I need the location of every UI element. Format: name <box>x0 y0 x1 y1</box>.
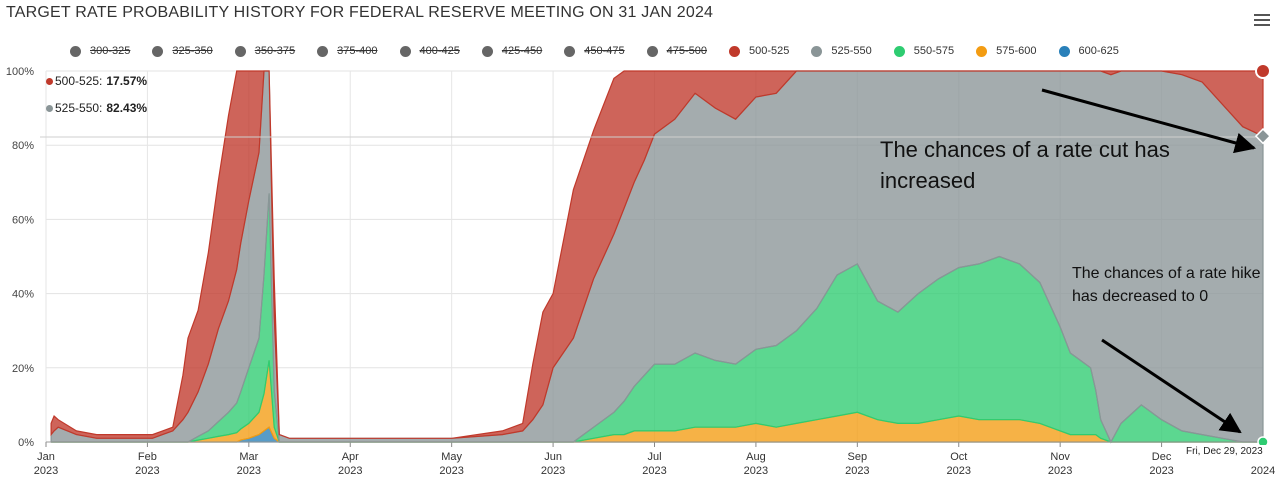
legend-dot-icon <box>646 45 658 57</box>
legend-item-600-625[interactable]: 600-625 <box>1058 45 1119 57</box>
x-tick-label: Apr <box>342 451 359 463</box>
x-tick-label: Nov <box>1050 451 1070 463</box>
x-tick-year-label: 2023 <box>744 465 768 477</box>
y-tick-label: 100% <box>6 66 34 78</box>
x-tick-year-label: 2023 <box>947 465 971 477</box>
legend-dot-icon <box>976 45 988 57</box>
tooltip-line-525-550: 525-550: 82.43% <box>46 101 147 115</box>
legend-dot-icon <box>729 45 740 57</box>
x-tick-year-label: 2023 <box>34 465 58 477</box>
x-tick-label: Dec <box>1152 451 1172 463</box>
legend-item-500-525[interactable]: 500-525 <box>729 45 789 57</box>
legend-item-575-600[interactable]: 575-600 <box>976 45 1037 57</box>
hover-marker-500-525 <box>1255 63 1271 79</box>
x-tick-year-label: 2023 <box>642 465 666 477</box>
annotation-rate-cut: The chances of a rate cut has increased <box>880 137 1170 193</box>
legend-label: 525-550 <box>831 45 872 57</box>
legend-item-325-350[interactable]: 325-350 <box>152 45 213 57</box>
legend-item-425-450[interactable]: 425-450 <box>481 45 543 57</box>
tooltip-label-500-525: 500-525: <box>55 74 103 88</box>
x-tick-year-label: 2023 <box>1048 465 1072 477</box>
legend-label: 425-450 <box>501 45 543 57</box>
legend-item-375-400[interactable]: 375-400 <box>317 45 378 57</box>
y-tick-label: 60% <box>12 214 34 226</box>
x-tick-label: Aug <box>746 451 766 463</box>
x-tick-label: Jan <box>37 451 55 463</box>
chart-title: TARGET RATE PROBABILITY HISTORY FOR FEDE… <box>6 4 714 21</box>
legend-dot-icon <box>152 45 164 57</box>
legend-label: 400-425 <box>419 45 460 57</box>
legend-item-400-425[interactable]: 400-425 <box>399 45 460 57</box>
y-tick-label: 0% <box>18 437 34 449</box>
legend-item-550-575[interactable]: 550-575 <box>893 45 955 57</box>
x-tick-label: Mar <box>239 451 258 463</box>
x-tick-label: May <box>441 451 462 463</box>
legend-item-525-550[interactable]: 525-550 <box>811 45 872 57</box>
legend-item-475-500[interactable]: 475-500 <box>646 45 707 57</box>
date-flag: Fri, Dec 29, 2023 <box>1183 445 1266 458</box>
y-tick-label: 80% <box>12 140 34 152</box>
annotation-rate-hike: The chances of a rate hike has decreased… <box>1072 265 1261 305</box>
legend-label: 500-525 <box>749 45 790 57</box>
legend-label: 600-625 <box>1078 45 1119 57</box>
x-tick-label: Jul <box>647 451 661 463</box>
legend-label: 375-400 <box>337 45 378 57</box>
chart-legend: 300-325 325-350 350-375 375-400 400-425 425-4… <box>70 42 1141 60</box>
x-tick-year-label: 2024 <box>1251 465 1275 477</box>
legend-item-350-375[interactable]: 350-375 <box>234 45 296 57</box>
annotation-arrow-rate-hike <box>1101 338 1242 434</box>
legend-dot-icon <box>481 45 493 57</box>
tooltip-line-500-525: 500-525: 17.57% <box>46 74 147 88</box>
legend-label: 450-475 <box>584 45 625 57</box>
legend-label: 575-600 <box>996 45 1037 57</box>
x-tick-year-label: 2023 <box>1149 465 1173 477</box>
tooltip-value-500-525: 17.57% <box>106 74 148 88</box>
legend-item-300-325[interactable]: 300-325 <box>70 45 130 57</box>
x-tick-label: Oct <box>950 451 967 463</box>
tooltip-value-525-550: 82.43% <box>106 101 148 115</box>
legend-dot-icon <box>564 45 576 57</box>
x-tick-year-label: 2023 <box>237 465 261 477</box>
x-tick-year-label: 2023 <box>541 465 565 477</box>
x-tick-year-label: 2023 <box>338 465 362 477</box>
legend-label: 475-500 <box>666 45 707 57</box>
x-tick-year-label: 2023 <box>439 465 463 477</box>
y-tick-label: 20% <box>12 363 34 375</box>
x-tick-label: Sep <box>848 451 868 463</box>
hamburger-menu-icon[interactable] <box>1254 14 1270 28</box>
legend-dot-icon <box>234 45 246 57</box>
legend-label: 300-325 <box>90 45 131 57</box>
annotation-arrow-rate-cut <box>1041 88 1257 154</box>
tooltip-label-525-550: 525-550: <box>55 101 103 115</box>
legend-dot-icon <box>317 45 329 57</box>
x-tick-label: Feb <box>138 451 157 463</box>
legend-label: 325-350 <box>172 45 213 57</box>
x-tick-label: Jun <box>544 451 562 463</box>
legend-label: 550-575 <box>913 45 955 57</box>
legend-dot-icon <box>811 45 823 57</box>
legend-dot-icon <box>399 45 411 57</box>
legend-dot-icon <box>893 45 905 57</box>
legend-item-450-475[interactable]: 450-475 <box>564 45 625 57</box>
y-tick-label: 40% <box>12 289 34 301</box>
tooltip-dot-500-525 <box>46 77 53 85</box>
tooltip-dot-525-550 <box>46 104 53 112</box>
legend-dot-icon <box>70 45 81 57</box>
x-tick-year-label: 2023 <box>845 465 869 477</box>
legend-dot-icon <box>1058 45 1070 57</box>
hover-marker-525-550 <box>1254 128 1272 145</box>
x-tick-year-label: 2023 <box>135 465 159 477</box>
legend-label: 350-375 <box>254 45 296 57</box>
